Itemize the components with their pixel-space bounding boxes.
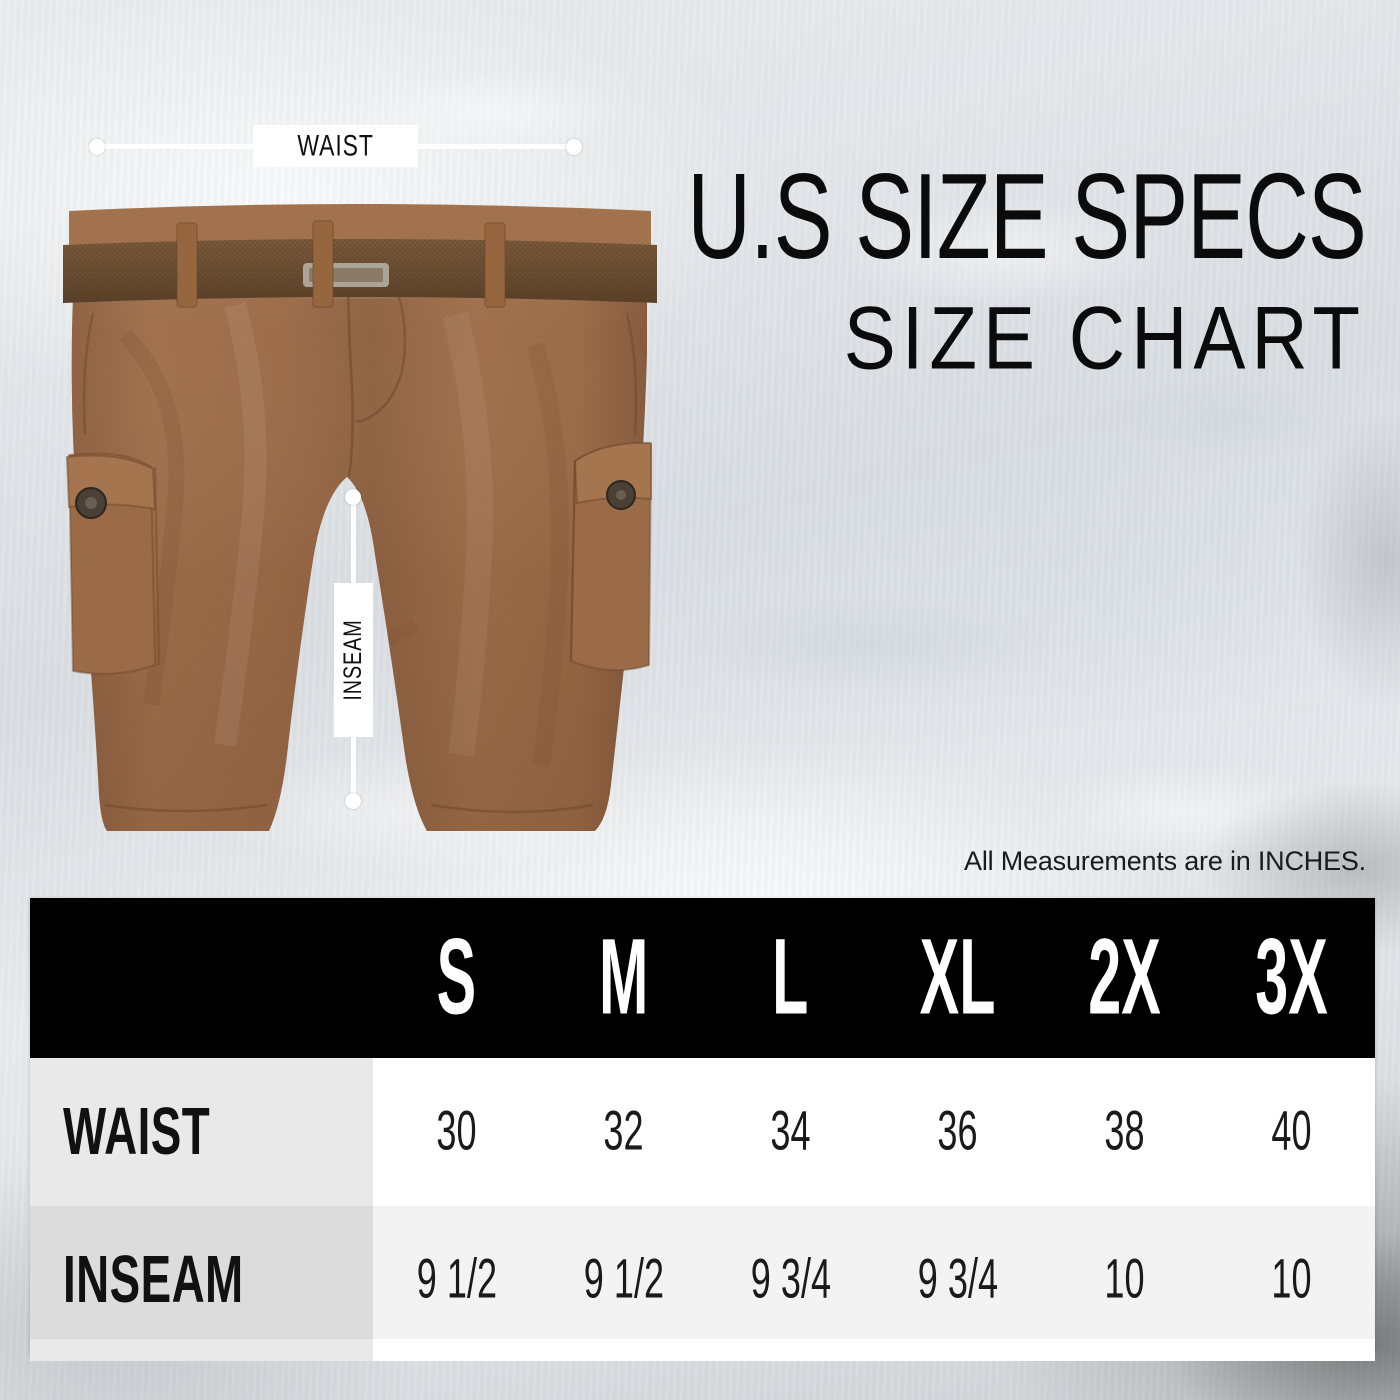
row-label-inseam-text: INSEAM [63, 1242, 244, 1318]
cell-inseam-xl-text: 9 3/4 [917, 1248, 998, 1311]
size-label-2x: 2X [1088, 916, 1161, 1038]
size-chart-table: S M L XL 2X 3X WAIST 30 32 34 36 38 40 [30, 898, 1375, 1354]
page-title: U.S SIZE SPECS SIZE CHART [659, 157, 1367, 388]
row-label-waist-text: WAIST [63, 1094, 211, 1170]
cell-inseam-m-text: 9 1/2 [583, 1248, 664, 1311]
header-cell-blank [30, 898, 373, 1058]
cell-waist-3x-text: 40 [1271, 1100, 1312, 1163]
title-line-secondary: SIZE CHART [843, 287, 1366, 388]
cell-waist-l-text: 34 [770, 1100, 811, 1163]
product-image-cargo-shorts [55, 105, 665, 865]
header-cell-xl: XL [874, 898, 1041, 1058]
cell-inseam-m: 9 1/2 [540, 1206, 707, 1354]
cell-waist-s: 30 [373, 1058, 540, 1206]
cell-waist-xl: 36 [874, 1058, 1041, 1206]
cell-waist-l: 34 [707, 1058, 874, 1206]
header-cell-l: L [707, 898, 874, 1058]
cell-inseam-3x: 10 [1208, 1206, 1375, 1354]
cell-inseam-2x-text: 10 [1104, 1248, 1145, 1311]
cell-waist-2x: 38 [1041, 1058, 1208, 1206]
waist-endpoint-left-dot [89, 139, 105, 155]
row-label-waist: WAIST [30, 1058, 373, 1206]
cell-waist-s-text: 30 [436, 1100, 477, 1163]
size-label-s: S [436, 916, 477, 1038]
size-label-l: L [772, 916, 809, 1038]
table-header-row: S M L XL 2X 3X [30, 898, 1375, 1058]
table-row: WAIST 30 32 34 36 38 40 [30, 1058, 1375, 1206]
table-row: INSEAM 9 1/2 9 1/2 9 3/4 9 3/4 10 10 [30, 1206, 1375, 1354]
cell-waist-xl-text: 36 [937, 1100, 978, 1163]
cell-inseam-2x: 10 [1041, 1206, 1208, 1354]
size-label-3x: 3X [1255, 916, 1328, 1038]
inseam-callout-label: INSEAM [334, 583, 373, 737]
size-label-xl: XL [919, 916, 996, 1038]
table-footer-strip [30, 1339, 1375, 1361]
size-label-m: M [598, 916, 649, 1038]
cell-waist-2x-text: 38 [1104, 1100, 1145, 1163]
header-cell-2x: 2X [1041, 898, 1208, 1058]
header-cell-s: S [373, 898, 540, 1058]
table-footer-left [30, 1339, 373, 1361]
waist-callout-label: WAIST [253, 125, 418, 167]
inseam-endpoint-top-dot [345, 489, 361, 505]
cell-inseam-l: 9 3/4 [707, 1206, 874, 1354]
cell-waist-m: 32 [540, 1058, 707, 1206]
table-head: S M L XL 2X 3X [30, 898, 1375, 1058]
waist-callout-text: WAIST [297, 128, 374, 162]
title-line-primary: U.S SIZE SPECS [687, 149, 1367, 285]
header-cell-3x: 3X [1208, 898, 1375, 1058]
table-footer-right [373, 1339, 1375, 1361]
waist-endpoint-right-dot [566, 139, 582, 155]
row-label-inseam: INSEAM [30, 1206, 373, 1354]
cell-inseam-xl: 9 3/4 [874, 1206, 1041, 1354]
cell-inseam-l-text: 9 3/4 [750, 1248, 831, 1311]
header-cell-m: M [540, 898, 707, 1058]
cell-waist-3x: 40 [1208, 1058, 1375, 1206]
cell-waist-m-text: 32 [603, 1100, 644, 1163]
cell-inseam-s: 9 1/2 [373, 1206, 540, 1354]
cell-inseam-s-text: 9 1/2 [416, 1248, 497, 1311]
inseam-callout-text: INSEAM [338, 619, 368, 701]
cell-inseam-3x-text: 10 [1271, 1248, 1312, 1311]
table-body: WAIST 30 32 34 36 38 40 INSEAM 9 1/2 9 1… [30, 1058, 1375, 1354]
units-note: All Measurements are in INCHES. [964, 846, 1366, 876]
size-chart-table-wrapper: S M L XL 2X 3X WAIST 30 32 34 36 38 40 [30, 898, 1375, 1354]
inseam-endpoint-bottom-dot [345, 793, 361, 809]
